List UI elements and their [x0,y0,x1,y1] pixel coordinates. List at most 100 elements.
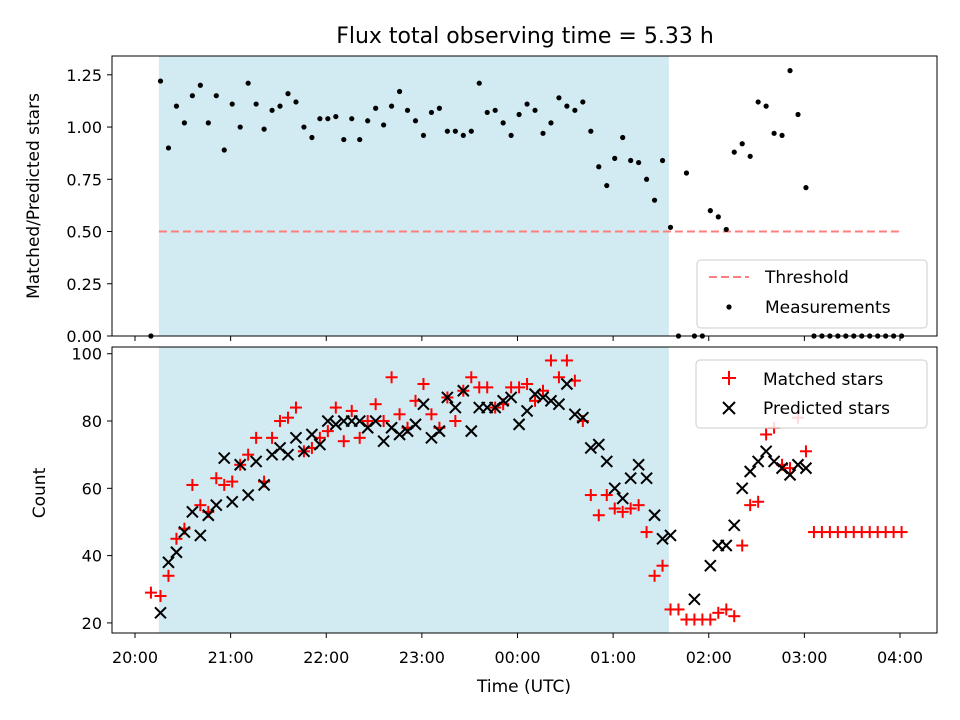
matched-star-point [744,499,757,512]
matched-star-point [672,603,685,616]
predicted-star-point [656,532,669,545]
matched-star-point [704,613,717,626]
predicted-star-point [249,455,263,468]
predicted-star-point [783,468,797,482]
predicted-star-point [457,384,470,397]
bottom-y-axis-label: Count [30,467,50,518]
matched-star-point [760,428,773,441]
measurement-point [484,109,490,116]
bottom-observing-window [158,347,669,633]
measurement-point [612,155,618,161]
matched-star-point [640,526,653,539]
predicted-star-point [329,418,343,431]
predicted-star-point [393,428,406,441]
matched-star-point [720,603,733,616]
matched-star-point [728,610,741,623]
top-y-tick-label: 1.25 [66,66,102,85]
legend-threshold-label: Threshold [764,268,849,288]
top-y-tick-label: 0.00 [66,327,102,346]
matched-star-point [170,532,183,545]
predicted-star-point [743,465,757,478]
measurement-point [245,80,251,86]
measurement-point [325,116,331,122]
measurement-point [723,226,729,233]
predicted-star-point [496,394,510,408]
predicted-star-point [536,391,550,404]
measurement-point [651,197,658,203]
matched-star-point [632,499,645,512]
measurement-point [516,111,522,118]
matched-star-point [210,472,223,485]
predicted-star-point [608,482,621,495]
predicted-star-point [241,488,255,502]
measurement-point [381,122,387,128]
top-y-axis-label: Matched/Predicted stars [24,93,44,299]
measurement-point [492,107,498,113]
top-y-tick-label: 0.50 [66,223,102,242]
measurement-point [787,68,793,74]
predicted-star-point [552,397,566,411]
predicted-star-point [512,418,526,431]
matched-star-point [417,378,430,391]
measurement-point [508,132,514,139]
measurement-point [261,126,267,132]
predicted-star-point [568,408,582,421]
measurement-point [428,109,435,116]
measurement-point [237,124,243,130]
matched-star-point [186,478,199,491]
matched-star-point [712,606,725,619]
predicted-star-point [449,401,462,414]
matched-star-point [226,475,239,488]
top-y-tick-label: 0.25 [66,275,102,294]
measurement-point [221,147,227,153]
top-axes-frame [111,55,938,337]
measurement-point [205,120,211,126]
chart-title: Flux total observing time = 5.33 h [336,24,714,49]
measurement-point [197,82,203,88]
matched-star-point [144,586,157,599]
predicted-star-point [584,441,598,455]
matched-star-point [345,404,358,417]
top-y-tick-label: 1.00 [66,118,102,137]
predicted-star-point [297,445,311,458]
legend-measurements-swatch [726,304,732,310]
bottom-axes-frame [111,346,938,634]
matched-star-point [242,448,255,461]
matched-star-point [425,408,438,421]
legend-matched-label: Matched stars [763,370,883,390]
predicted-star-point [178,525,191,539]
predicted-star-point [560,377,574,391]
measurement-point [269,107,275,113]
predicted-star-point [791,458,805,471]
x-tick-label: 00:00 [494,648,540,667]
measurement-point [213,93,219,99]
matched-star-point [736,539,749,552]
measurement-point [532,107,538,113]
matched-star-point [449,415,462,428]
predicted-star-point [170,546,183,559]
predicted-star-point [377,435,390,448]
measurement-point [301,124,307,130]
predicted-star-point [704,559,717,572]
matched-star-point [250,431,263,444]
predicted-star-point [528,387,542,401]
measurement-point [747,153,753,159]
matched-star-point [624,502,637,515]
measurement-point [452,128,458,134]
predicted-star-point [441,391,454,404]
measurement-point [468,128,474,134]
measurement-point [444,128,450,134]
measurement-point [643,176,650,182]
predicted-star-point [544,394,558,408]
x-tick-label: 04:00 [877,648,923,667]
measurement-point [277,103,283,109]
top-panel: 0.00 0.25 0.50 0.75 1.00 1.25 Matched/Predict… [24,55,938,346]
predicted-star-point [154,606,167,620]
bottom-panel: 20 40 60 80 100 20:00 21:00 22:00 23:00 00:00 01:… [30,345,938,697]
measurement-point [181,120,188,126]
matched-star-point [552,371,565,384]
measurement-point [739,141,745,147]
measurement-point [173,103,180,109]
predicted-star-point [799,461,813,475]
